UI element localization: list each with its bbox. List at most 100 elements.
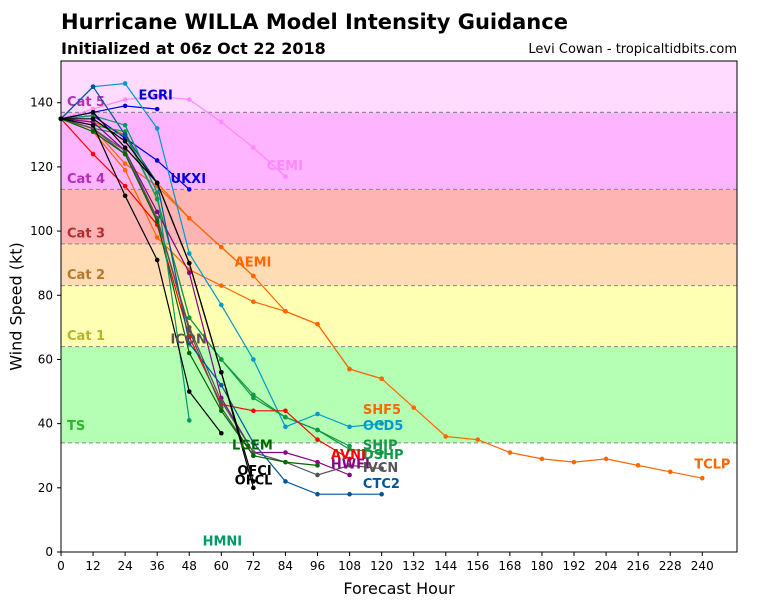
point-hwfi-36 — [154, 209, 160, 215]
point-lgem-72 — [251, 453, 256, 459]
point-ocd5-120 — [379, 421, 384, 426]
category-label-cat-1: Cat 1 — [67, 329, 105, 344]
x-tick-label-120: 120 — [370, 559, 393, 573]
chart-title: Hurricane WILLA Model Intensity Guidance — [61, 10, 568, 34]
series-label-icon: ICON — [171, 332, 207, 347]
x-tick-label-108: 108 — [338, 559, 361, 573]
x-tick-label-48: 48 — [182, 559, 197, 573]
x-tick-label-240: 240 — [691, 559, 714, 573]
point-ukxi-36 — [154, 158, 160, 163]
point-hwfi-12 — [90, 119, 96, 125]
series-line-hwfi — [60, 118, 350, 476]
point-unlabeled-18-12 — [90, 122, 96, 128]
point-ocd5-108 — [347, 424, 352, 430]
series-line-avni — [60, 118, 350, 460]
point-hwfi-48 — [186, 270, 192, 276]
point-ivcn-120 — [379, 466, 384, 471]
point-lgem-60 — [219, 408, 224, 414]
point-dshp-96 — [315, 427, 320, 433]
category-label-ts: TS — [67, 419, 85, 434]
series-label-ofci: OFCI — [237, 464, 271, 479]
point-ctc2-84 — [283, 479, 288, 484]
point-ocd5-36 — [154, 126, 160, 131]
point-hmni-48 — [186, 418, 192, 423]
point-tclp-192 — [571, 459, 577, 465]
point-cemi-72 — [251, 145, 256, 150]
point-icon-48 — [186, 328, 192, 333]
point-avni-108 — [347, 456, 352, 462]
series-label-aemi: AEMI — [235, 255, 272, 270]
category-label-cat-3: Cat 3 — [67, 227, 105, 242]
point-shf5-84 — [283, 309, 288, 314]
point-ship-72 — [251, 395, 256, 401]
point-lgem-24 — [122, 151, 128, 157]
point-cemi-24 — [122, 97, 128, 102]
series-label-egri: EGRI — [138, 89, 172, 104]
y-tick-label-40: 40 — [38, 417, 53, 431]
series-label-ukxi: UKXI — [171, 172, 207, 187]
point-ship-108 — [347, 443, 352, 449]
point-ocd5-48 — [186, 251, 192, 256]
point-tclp-168 — [507, 450, 513, 455]
x-tick-label-36: 36 — [150, 559, 165, 573]
point-shf5-24 — [122, 167, 128, 173]
point-unlabeled-18-36 — [154, 257, 160, 263]
point-ocd5-72 — [251, 357, 256, 362]
point-ctc2-108 — [347, 491, 352, 497]
point-ofci-24 — [122, 145, 128, 150]
x-tick-label-228: 228 — [659, 559, 682, 573]
point-ocd5-24 — [122, 81, 128, 86]
point-ofcl-60 — [219, 369, 224, 375]
category-label-cat-5: Cat 5 — [67, 95, 105, 110]
point-shf5-108 — [347, 366, 352, 372]
point-ocd5-84 — [283, 424, 288, 430]
point-shf5-120 — [379, 376, 384, 382]
point-avni-12 — [90, 151, 96, 157]
point-ctc2-48 — [186, 341, 192, 346]
point-lgem-36 — [154, 219, 160, 224]
band-cat-5 — [61, 61, 737, 113]
y-tick-label-120: 120 — [30, 160, 53, 174]
point-shf5-60 — [219, 283, 224, 288]
point-ctc2-120 — [379, 491, 384, 497]
point-hwfi-108 — [347, 472, 352, 478]
x-tick-label-192: 192 — [563, 559, 586, 573]
point-lgem-84 — [283, 459, 288, 465]
x-tick-label-0: 0 — [57, 559, 65, 573]
x-tick-label-156: 156 — [466, 559, 489, 573]
point-ctc2-96 — [315, 491, 320, 497]
series-line-cemi — [60, 95, 286, 177]
point-shf5-36 — [154, 235, 160, 240]
series-label-hmni: HMNI — [203, 535, 243, 550]
y-axis-ticks: 0 20 40 60 80 100 120 140 — [30, 96, 61, 559]
series-label-shf5: SHF5 — [363, 403, 401, 418]
point-cemi-12 — [90, 106, 96, 112]
point-dshp-120 — [379, 450, 384, 455]
point-avni-24 — [122, 183, 128, 189]
point-avni-84 — [283, 408, 288, 414]
point-ctc2-24 — [122, 132, 128, 138]
x-tick-label-84: 84 — [278, 559, 293, 573]
point-tclp-180 — [539, 456, 545, 462]
point-tclp-228 — [667, 469, 673, 475]
y-tick-label-140: 140 — [30, 96, 53, 110]
point-lgem-48 — [186, 350, 192, 356]
point-unlabeled-18-48 — [186, 389, 192, 394]
x-axis-ticks: 0 12 24 36 48 60 72 84 96 108 120 132 144 156 168 180 19… — [57, 552, 714, 573]
x-tick-label-144: 144 — [434, 559, 457, 573]
point-avni-96 — [315, 437, 320, 442]
point-ctc2-60 — [219, 382, 224, 388]
point-unlabeled-18-60 — [219, 430, 224, 436]
point-egri-24 — [122, 103, 128, 109]
chart-credit: Levi Cowan - tropicaltidbits.com — [528, 42, 737, 57]
point-ivcn-108 — [347, 463, 352, 468]
point-ivcn-60 — [219, 398, 224, 404]
series-label-tclp: TCLP — [694, 458, 730, 473]
point-ctc2-72 — [251, 440, 256, 446]
point-cemi-36 — [154, 94, 160, 99]
x-tick-label-96: 96 — [310, 559, 325, 573]
series-label-cemi: CEMI — [267, 159, 303, 174]
plot-frame — [60, 60, 738, 553]
point-shf5-96 — [315, 321, 320, 327]
